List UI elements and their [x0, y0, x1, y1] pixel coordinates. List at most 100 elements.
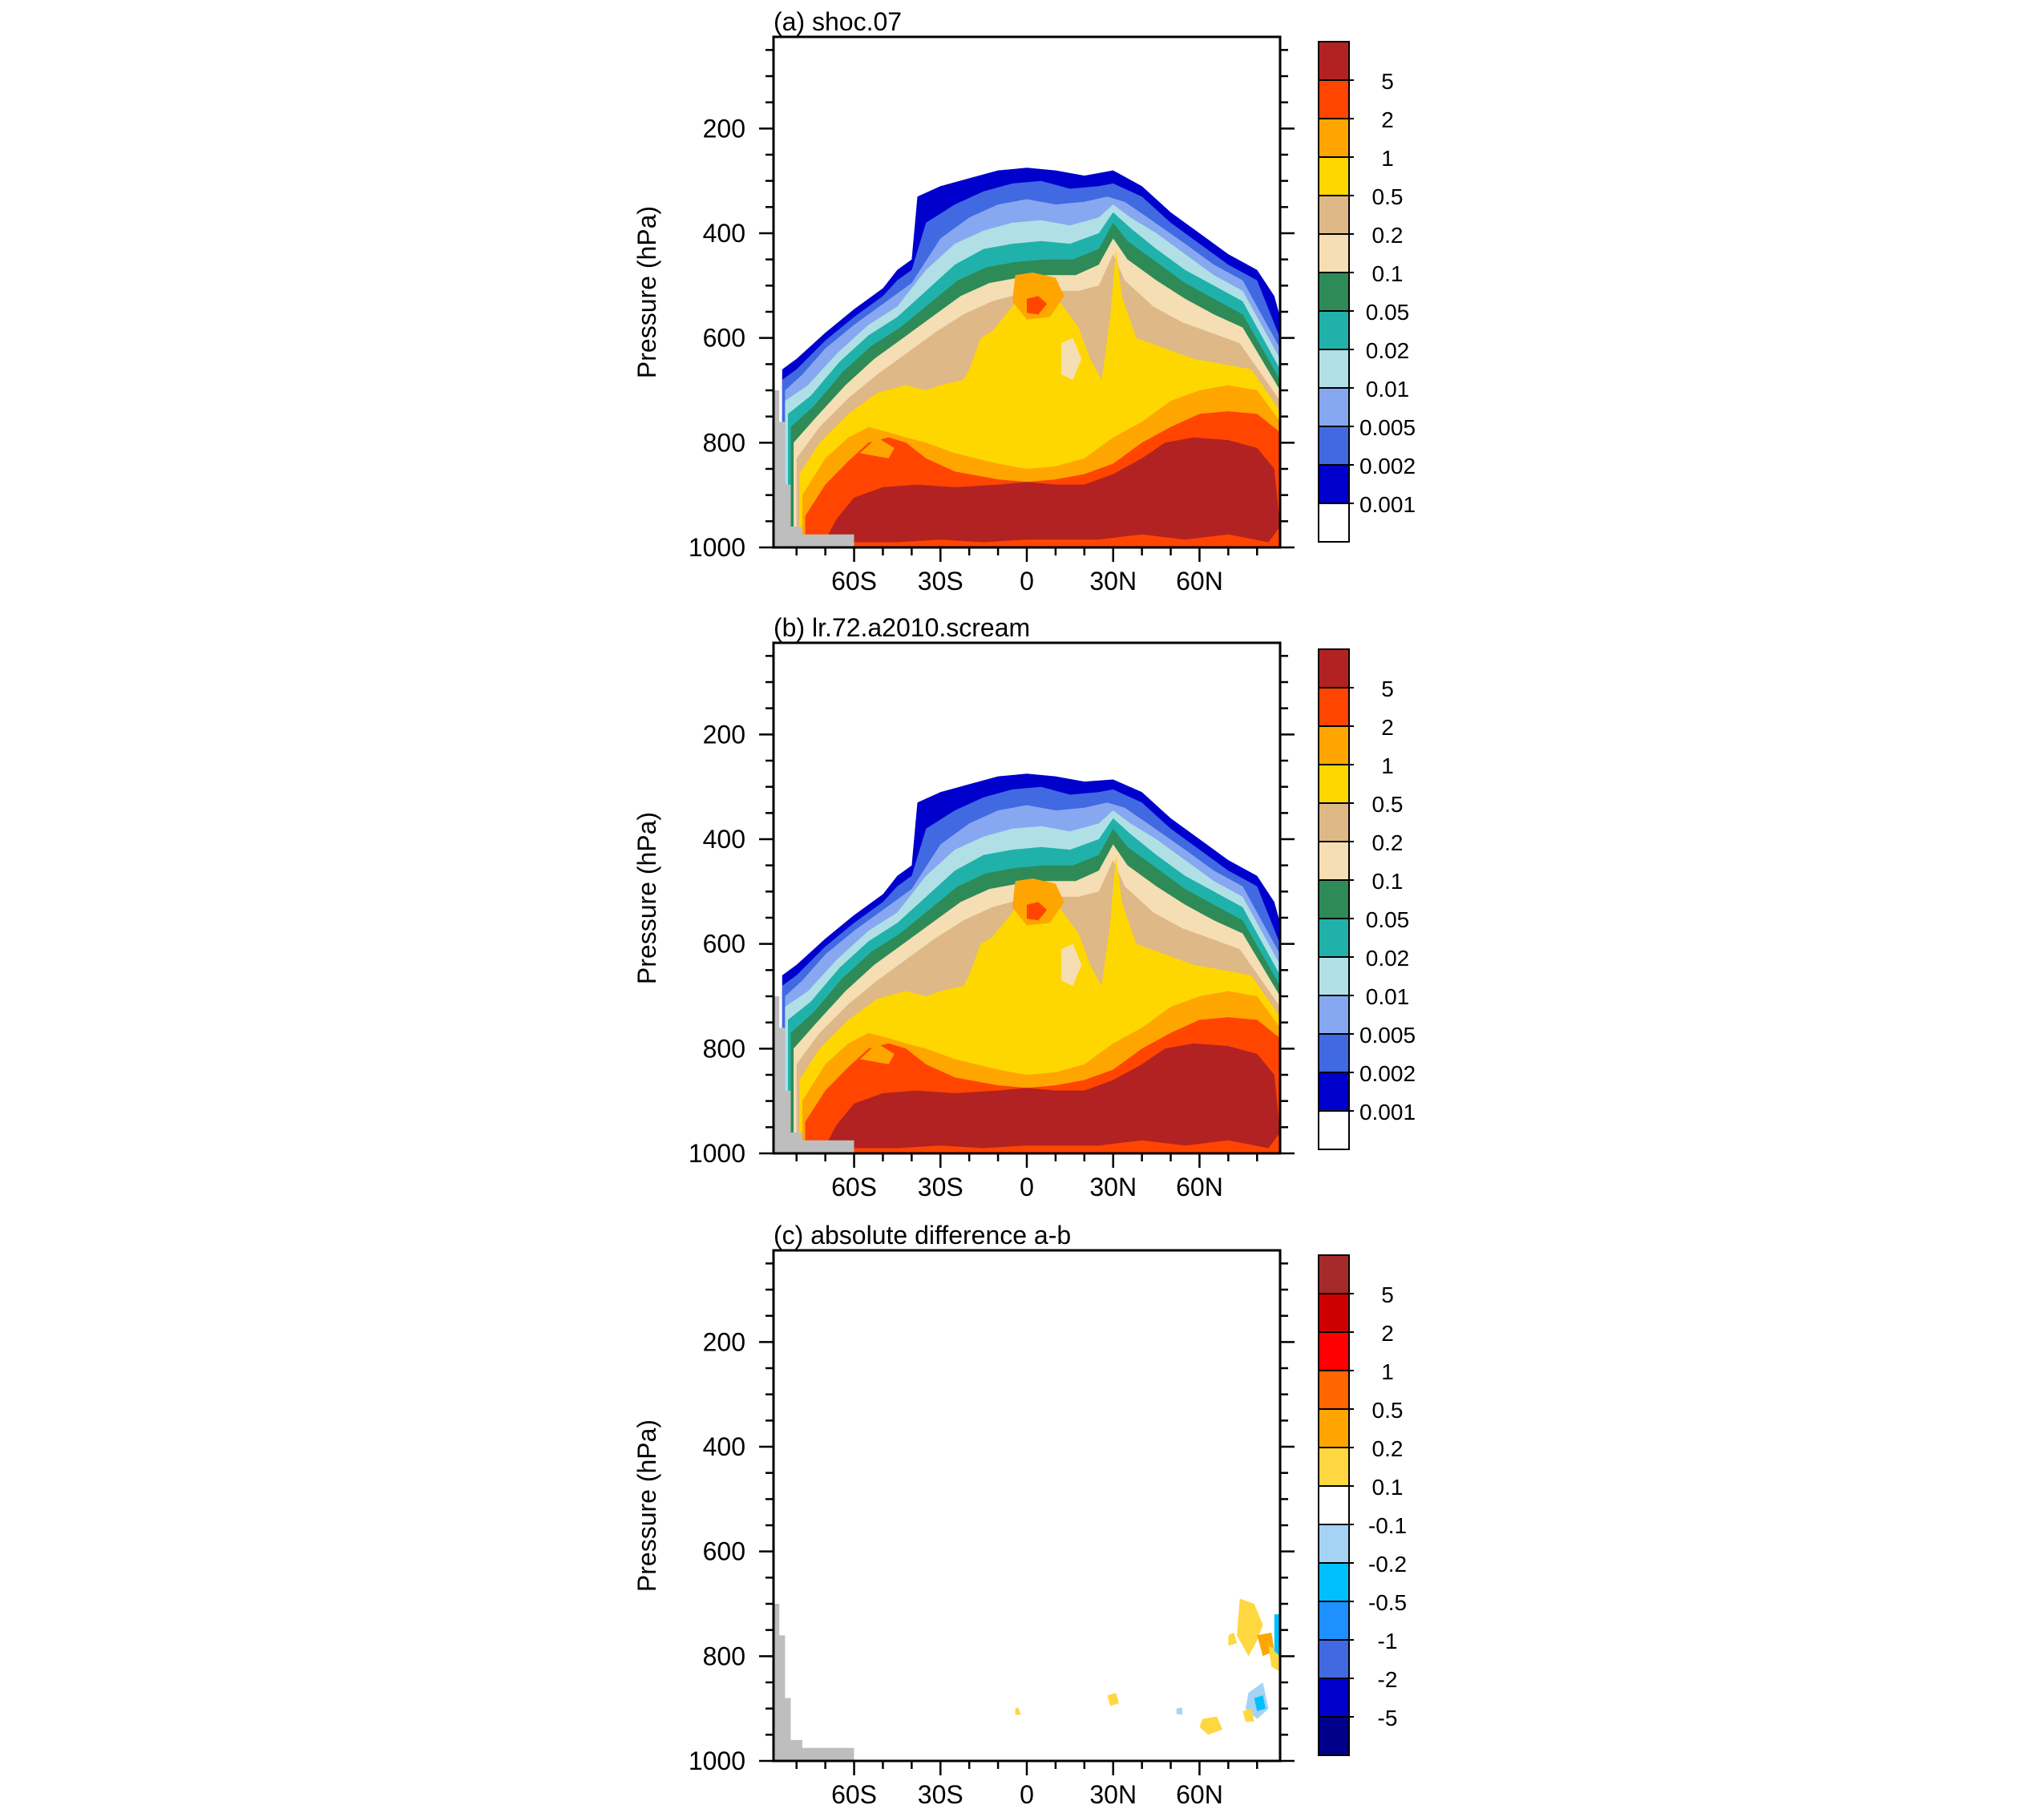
y-axis-label: Pressure (hPa) — [632, 812, 661, 984]
colorbar-label: 0.005 — [1359, 415, 1416, 440]
colorbar-swatch — [1318, 310, 1350, 350]
colorbar-label: 0.1 — [1372, 1475, 1404, 1500]
y-tick-label: 400 — [703, 219, 745, 248]
colorbar-swatch — [1318, 648, 1350, 688]
y-tick-label: 200 — [703, 1327, 745, 1356]
colorbar-swatch — [1318, 802, 1350, 842]
x-tick-label: 30S — [918, 567, 963, 596]
contour-patch — [1242, 1708, 1254, 1722]
colorbar-label: 0.001 — [1359, 1100, 1416, 1125]
contour-patch — [1254, 1695, 1266, 1711]
colorbar-label: -5 — [1378, 1706, 1398, 1730]
contour-patch — [1107, 1693, 1119, 1706]
colorbar-label: 1 — [1381, 1359, 1394, 1384]
panel-title: (c) absolute difference a-b — [774, 1221, 1071, 1250]
y-tick-label: 1000 — [689, 1139, 745, 1168]
contour-island — [859, 1043, 895, 1064]
panel-b: (b) lr.72.a2010.scream Pressure (hPa) 200 4… — [632, 613, 1416, 1201]
colorbar-swatch — [1318, 1716, 1350, 1756]
colorbar-label: 0.002 — [1359, 1061, 1416, 1086]
colorbar-swatch — [1318, 956, 1350, 996]
colorbar-label: 0.1 — [1372, 261, 1404, 286]
contour-fills — [782, 773, 1280, 1153]
y-tick-label: 800 — [703, 1641, 745, 1670]
colorbar-swatch — [1318, 118, 1350, 158]
colorbar-swatch — [1318, 1524, 1350, 1564]
colorbar-swatch — [1318, 1447, 1350, 1487]
contour-fills — [1015, 1598, 1280, 1735]
colorbar-label: -2 — [1378, 1667, 1398, 1692]
x-tick-label: 0 — [1020, 1173, 1034, 1201]
colorbar-swatch — [1318, 764, 1350, 804]
x-tick-label: 0 — [1020, 567, 1034, 596]
x-tick-label: 30S — [918, 1173, 963, 1201]
colorbar-label: 0.2 — [1372, 223, 1404, 248]
contour-patch — [1199, 1716, 1223, 1735]
topography-mask — [774, 390, 854, 547]
colorbar-label: 1 — [1381, 146, 1394, 171]
x-tick-label: 60S — [831, 1780, 877, 1805]
contour-island — [1012, 273, 1064, 320]
y-tick-label: 600 — [703, 930, 745, 959]
plot-area — [774, 1250, 1280, 1761]
colorbar-swatch — [1318, 1331, 1350, 1371]
colorbar: 5 2 1 0.5 0.2 0.1 0.05 0.02 0.01 0.005 0.002 0.001 — [1318, 41, 1416, 543]
colorbar-label: 0.005 — [1359, 1023, 1416, 1048]
panel-c: (c) absolute difference a-b Pressure (hPa… — [632, 1221, 1407, 1805]
colorbar-swatch — [1318, 1562, 1350, 1602]
colorbar-swatch — [1318, 918, 1350, 958]
colorbar-label: 2 — [1381, 107, 1394, 132]
y-tick-label: 600 — [703, 1537, 745, 1566]
colorbar-label: 2 — [1381, 715, 1394, 740]
colorbar-swatch — [1318, 349, 1350, 389]
colorbar-swatch — [1318, 1033, 1350, 1073]
y-tick-label: 400 — [703, 1432, 745, 1461]
colorbar-swatch — [1318, 195, 1350, 235]
topography-mask — [774, 1604, 854, 1761]
colorbar-label: 0.2 — [1372, 830, 1404, 855]
colorbar-swatch — [1318, 1072, 1350, 1112]
x-tick-label: 60N — [1176, 567, 1223, 596]
colorbar-label: -0.5 — [1368, 1590, 1407, 1615]
y-tick-label: 200 — [703, 720, 745, 749]
colorbar-swatch — [1318, 1485, 1350, 1525]
contour-island — [1061, 337, 1082, 380]
colorbar-swatch — [1318, 1370, 1350, 1410]
y-tick-label: 600 — [703, 324, 745, 353]
colorbar-swatch — [1318, 1408, 1350, 1448]
contour-patch — [1015, 1707, 1021, 1715]
colorbar-swatch — [1318, 841, 1350, 881]
y-axis-label: Pressure (hPa) — [632, 1419, 661, 1592]
x-tick-label: 30N — [1089, 1173, 1137, 1201]
colorbar-label: 0.05 — [1366, 907, 1410, 932]
contour-fills — [782, 168, 1280, 548]
contour-island — [1027, 902, 1048, 921]
colorbar-label: 0.5 — [1372, 792, 1404, 817]
colorbar-label: 1 — [1381, 753, 1394, 778]
colorbar-swatch — [1318, 725, 1350, 765]
colorbar-label: 0.01 — [1366, 377, 1410, 402]
contour-patch — [1237, 1598, 1263, 1657]
colorbar-swatch — [1318, 1254, 1350, 1294]
colorbar-swatch — [1318, 1110, 1350, 1150]
colorbar-swatch — [1318, 79, 1350, 119]
colorbar-label: -0.2 — [1368, 1552, 1407, 1577]
colorbar-label: 0.01 — [1366, 984, 1410, 1009]
colorbar-label: 5 — [1381, 1282, 1394, 1307]
colorbar-swatch — [1318, 464, 1350, 504]
colorbar-swatch — [1318, 387, 1350, 427]
x-tick-label: 0 — [1020, 1780, 1034, 1805]
panel-title: (a) shoc.07 — [774, 7, 902, 36]
x-tick-label: 30N — [1089, 1780, 1137, 1805]
colorbar-label: 0.02 — [1366, 946, 1410, 971]
y-tick-label: 400 — [703, 825, 745, 854]
colorbar-label: 0.002 — [1359, 454, 1416, 479]
colorbar-swatch — [1318, 1639, 1350, 1679]
colorbar-label: 0.2 — [1372, 1436, 1404, 1461]
y-tick-label: 800 — [703, 1034, 745, 1063]
contour-island — [1027, 296, 1048, 315]
colorbar-label: 0.5 — [1372, 1398, 1404, 1423]
colorbar-swatch — [1318, 503, 1350, 543]
